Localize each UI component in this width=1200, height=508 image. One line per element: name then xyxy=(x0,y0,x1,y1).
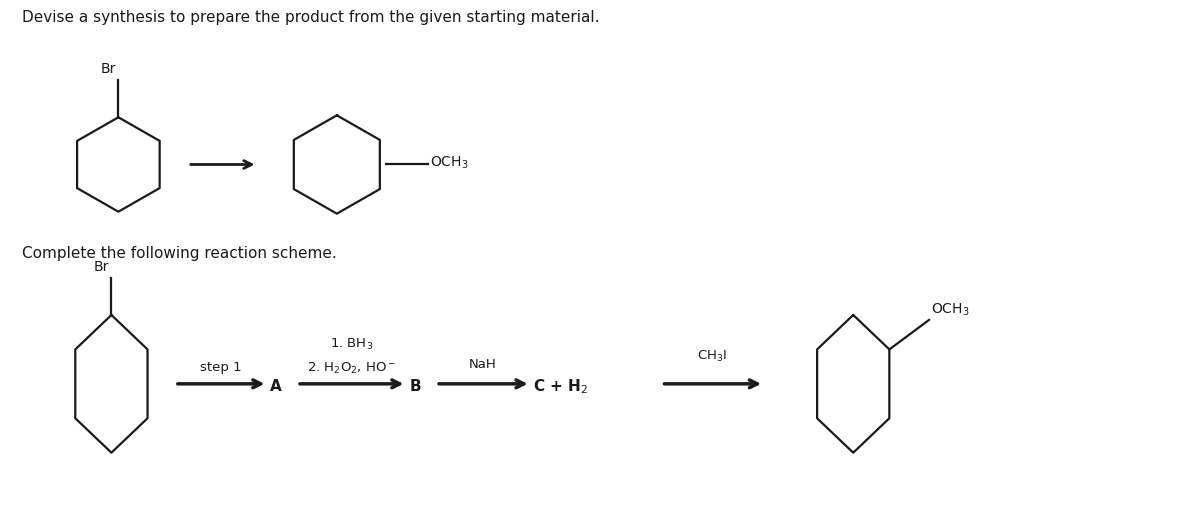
Text: OCH$_3$: OCH$_3$ xyxy=(430,154,469,171)
Text: 1. BH$_3$: 1. BH$_3$ xyxy=(330,337,373,353)
Text: Br: Br xyxy=(94,260,109,274)
Text: OCH$_3$: OCH$_3$ xyxy=(931,302,970,318)
Text: A: A xyxy=(270,379,282,394)
Text: C + H$_2$: C + H$_2$ xyxy=(534,377,589,396)
Text: B: B xyxy=(409,379,421,394)
Text: Br: Br xyxy=(101,62,116,76)
Text: 2. H$_2$O$_2$, HO$^-$: 2. H$_2$O$_2$, HO$^-$ xyxy=(307,361,396,376)
Text: NaH: NaH xyxy=(469,358,497,371)
Text: step 1: step 1 xyxy=(200,361,241,374)
Text: Devise a synthesis to prepare the product from the given starting material.: Devise a synthesis to prepare the produc… xyxy=(22,10,600,25)
Text: Complete the following reaction scheme.: Complete the following reaction scheme. xyxy=(22,246,337,261)
Text: CH$_3$I: CH$_3$I xyxy=(697,349,727,364)
